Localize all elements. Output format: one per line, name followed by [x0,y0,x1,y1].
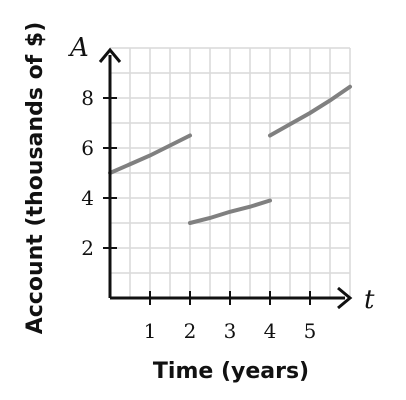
y-axis-title: Account (thousands of $) [23,22,48,335]
y-tick-label: 6 [81,136,94,160]
series-line-segment [188,198,272,225]
x-axis-arrow-icon [337,286,353,310]
x-tick-label: 4 [264,319,277,343]
y-axis-variable: A [68,33,89,63]
y-tick-label: 2 [81,236,94,260]
series-line-segment [268,84,352,138]
x-tick-label: 5 [304,319,317,343]
ticks: 1 2 3 4 5 2 4 6 8 [81,86,316,343]
y-tick-label: 8 [81,86,94,110]
y-tick-label: 4 [81,186,94,210]
x-axis-title: Time (years) [153,359,309,384]
y-axis-arrow-icon [98,47,122,63]
x-tick-label: 3 [224,319,237,343]
series-line-segment [108,133,192,175]
axes [98,47,353,310]
series-group [108,84,352,225]
x-tick-label: 1 [144,319,157,343]
grid [110,47,351,298]
x-tick-label: 2 [184,319,197,343]
x-axis-variable: t [364,285,375,315]
